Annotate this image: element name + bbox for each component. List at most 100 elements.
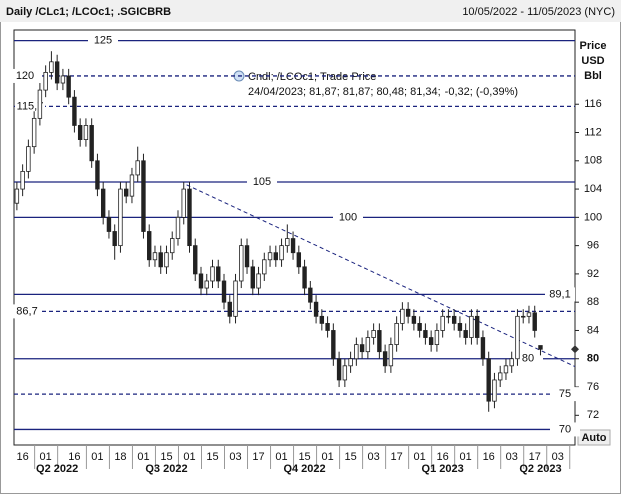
x-tick-label: 01 [40, 451, 52, 463]
y-axis-label: Price [580, 40, 607, 52]
x-tick-label: 16 [483, 451, 495, 463]
candle-body [463, 330, 468, 338]
candle-body [382, 351, 388, 367]
candle-body [331, 330, 336, 360]
x-tick-label: 15 [160, 451, 172, 463]
y-tick-label: 76 [587, 381, 599, 393]
last-price-marker [571, 345, 579, 354]
candle-body [129, 174, 135, 197]
level-label: 105 [253, 176, 271, 188]
candle-body [95, 160, 100, 190]
candle-body [434, 330, 440, 346]
candle-body [112, 231, 117, 247]
level-label-bg [10, 68, 40, 83]
candle-body [227, 301, 232, 317]
x-tick-label: 17 [391, 451, 403, 463]
candle-body [354, 344, 359, 360]
candle-body [411, 315, 417, 324]
candle-body [296, 252, 302, 268]
quarter-label: Q2 2022 [36, 463, 78, 475]
candle-body [509, 358, 514, 367]
candle-body [279, 245, 284, 261]
candle-body [187, 188, 192, 247]
x-tick-label: 01 [183, 451, 195, 463]
x-tick-label: 16 [437, 451, 449, 463]
level-label-bg [513, 351, 543, 366]
x-tick-label: 01 [275, 451, 287, 463]
candle-body [469, 315, 474, 338]
candle-body [170, 238, 175, 254]
candle-body [521, 315, 526, 318]
quarter-label: Q4 2022 [283, 463, 325, 475]
quarter-label: Q3 2022 [145, 463, 187, 475]
x-tick-label: 03 [229, 451, 241, 463]
candle-body [302, 266, 307, 289]
candle-body [446, 315, 451, 318]
x-tick-label: 15 [298, 451, 310, 463]
candle-body [342, 365, 348, 381]
candle-body [239, 245, 244, 282]
x-tick-label: 01 [91, 451, 103, 463]
level-label-bg [12, 304, 42, 319]
level-label: 120 [16, 70, 34, 82]
y-tick-label: 72 [587, 409, 599, 421]
x-tick-label: 16 [17, 451, 29, 463]
level-label-bg [88, 33, 118, 48]
level-label-bg [15, 99, 45, 114]
candle-body [106, 216, 112, 232]
x-tick-label: 15 [206, 451, 218, 463]
level-label: 75 [559, 388, 571, 400]
candle-body [181, 188, 186, 218]
level-label: 70 [559, 423, 571, 435]
candle-body [193, 245, 198, 275]
candle-body [210, 266, 215, 282]
candle-body [492, 379, 497, 402]
candle-body [221, 280, 227, 303]
candle-body [49, 61, 54, 73]
candle-body [371, 330, 376, 338]
candle-body [164, 252, 169, 268]
candle-body [158, 252, 163, 268]
y-axis-label: Bbl [584, 70, 602, 82]
candle-body [250, 266, 255, 289]
header-bar [0, 0, 621, 22]
plot-area [13, 29, 576, 446]
candle-body [66, 75, 71, 98]
level-label-bg [333, 210, 363, 225]
candle-body [497, 372, 503, 381]
candle-body [405, 308, 411, 317]
candle-body [54, 61, 60, 84]
candle-body [457, 322, 463, 331]
candle-body [394, 322, 399, 346]
candle-body [267, 252, 273, 261]
auto-button[interactable] [577, 429, 611, 446]
candle-body [348, 358, 353, 367]
candle-body [325, 322, 330, 331]
candle-body [440, 315, 445, 331]
level-label-bg [550, 387, 580, 402]
x-tick-label: 17 [529, 451, 541, 463]
x-tick-label: 01 [460, 451, 472, 463]
x-tick-label: 15 [344, 451, 356, 463]
y-tick-label: 92 [587, 268, 599, 280]
candle-body [60, 75, 66, 84]
x-tick-label: 17 [252, 451, 264, 463]
candle-body [377, 330, 382, 353]
candle-body [77, 125, 83, 140]
auto-button-label[interactable]: Auto [581, 432, 606, 444]
candle-body [474, 315, 480, 338]
date-range: 10/05/2022 - 11/05/2023 (NYC) [462, 6, 615, 18]
candle-body [515, 315, 520, 360]
candle-body [14, 188, 20, 204]
y-tick-label: 80 [587, 353, 599, 365]
chart-title: Daily /CLc1; /LCOc1; .SGICBRB [6, 6, 171, 18]
candle-body [486, 358, 491, 402]
candle-body [204, 280, 209, 289]
x-tick-label: 01 [321, 451, 333, 463]
candle-body [308, 287, 313, 303]
trendline [186, 184, 576, 367]
candle-body [147, 231, 152, 261]
level-label: 115,7 [17, 100, 44, 112]
x-tick-label: 18 [114, 451, 126, 463]
